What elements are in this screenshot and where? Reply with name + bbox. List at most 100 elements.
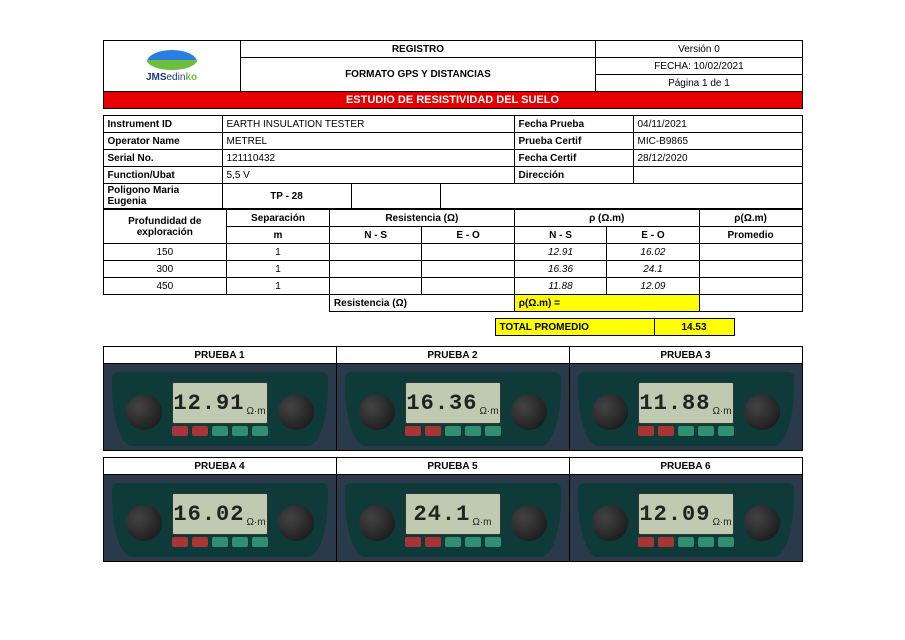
photo-grid-1: PRUEBA 1 PRUEBA 2 PRUEBA 3 12.91Ω·m 16.3… — [103, 346, 803, 451]
poligono-lbl: Poligono Maria Eugenia — [103, 184, 222, 209]
prueba-hdr: PRUEBA 1 — [103, 347, 336, 364]
instrument-photo: 24.1Ω·m — [337, 475, 569, 561]
lcd-reading: 24.1 — [414, 502, 471, 527]
foot-rho: ρ(Ω.m) = — [514, 295, 699, 312]
cell — [422, 261, 514, 278]
cell: 150 — [103, 244, 227, 261]
version-label: Versión 0 — [596, 41, 802, 58]
prueba-hdr: PRUEBA 6 — [569, 458, 802, 475]
lcd-reading: 16.02 — [173, 502, 244, 527]
header-table: JMSedinko REGISTRO Versión 0 FORMATO GPS… — [103, 40, 803, 109]
instrument-photo: 12.91Ω·m — [104, 364, 336, 450]
cell: 450 — [103, 278, 227, 295]
cell: 16.36 — [514, 261, 606, 278]
foot-res: Resistencia (Ω) — [329, 295, 514, 312]
logo: JMSedinko — [146, 50, 197, 83]
func-lbl: Function/Ubat — [103, 167, 222, 184]
summary-label: TOTAL PROMEDIO — [495, 319, 654, 336]
photo-grid-2: PRUEBA 4 PRUEBA 5 PRUEBA 6 16.02Ω·m 24.1… — [103, 457, 803, 562]
cell — [329, 261, 421, 278]
fecha-label: FECHA: 10/02/2021 — [596, 58, 802, 75]
unit: Ω·m — [479, 406, 498, 417]
info-table: Instrument ID EARTH INSULATION TESTER Fe… — [103, 115, 803, 209]
h-prof: Profundidad de exploración — [103, 210, 227, 244]
empty — [440, 184, 802, 209]
logo-text: JMSedinko — [146, 72, 197, 83]
cell — [329, 278, 421, 295]
direccion-val — [633, 167, 802, 184]
unit: Ω·m — [472, 517, 491, 528]
pagina-label: Página 1 de 1 — [596, 75, 802, 92]
instrument-lbl: Instrument ID — [103, 116, 222, 133]
summary-table: TOTAL PROMEDIO 14.53 — [495, 318, 735, 336]
logo-cell: JMSedinko — [103, 41, 240, 92]
summary-value: 14.53 — [654, 319, 734, 336]
cell: 1 — [227, 278, 330, 295]
cell: 300 — [103, 261, 227, 278]
lcd-reading: 11.88 — [639, 391, 710, 416]
photo-cell: 11.88Ω·m — [569, 364, 802, 451]
cell: 16.02 — [607, 244, 699, 261]
h-eo1: E - O — [422, 227, 514, 244]
prueba-certif-lbl: Prueba Certif — [514, 133, 633, 150]
fecha-prueba-val: 04/11/2021 — [633, 116, 802, 133]
cell: 24.1 — [607, 261, 699, 278]
prueba-hdr: PRUEBA 5 — [336, 458, 569, 475]
cell — [699, 261, 802, 278]
h-rho: ρ (Ω.m) — [514, 210, 699, 227]
h-res: Resistencia (Ω) — [329, 210, 514, 227]
serial-val: 121110432 — [222, 150, 514, 167]
cell — [699, 244, 802, 261]
fecha-prueba-lbl: Fecha Prueba — [514, 116, 633, 133]
photo-cell: 12.91Ω·m — [103, 364, 336, 451]
unit: Ω·m — [712, 517, 731, 528]
unit: Ω·m — [246, 406, 265, 417]
cell: 11.88 — [514, 278, 606, 295]
cell — [699, 278, 802, 295]
empty — [351, 184, 440, 209]
photo-cell: 12.09Ω·m — [569, 475, 802, 562]
prueba-hdr: PRUEBA 2 — [336, 347, 569, 364]
prueba-hdr: PRUEBA 4 — [103, 458, 336, 475]
h-m: m — [227, 227, 330, 244]
table-footer: Resistencia (Ω) ρ(Ω.m) = — [103, 295, 802, 312]
cell — [422, 278, 514, 295]
photo-cell: 16.02Ω·m — [103, 475, 336, 562]
data-table: Profundidad de exploración Separación Re… — [103, 209, 803, 312]
poligono-val: TP - 28 — [222, 184, 351, 209]
h-rhoavg: ρ(Ω.m) — [699, 210, 802, 227]
h-sep: Separación — [227, 210, 330, 227]
foot-empty — [699, 295, 802, 312]
lcd-reading: 16.36 — [406, 391, 477, 416]
cell — [329, 244, 421, 261]
table-row: 150 1 12.91 16.02 — [103, 244, 802, 261]
lcd-reading: 12.09 — [639, 502, 710, 527]
func-val: 5,5 V — [222, 167, 514, 184]
unit: Ω·m — [712, 406, 731, 417]
h-ns2: N - S — [514, 227, 606, 244]
prueba-hdr: PRUEBA 3 — [569, 347, 802, 364]
h-ns1: N - S — [329, 227, 421, 244]
operator-lbl: Operator Name — [103, 133, 222, 150]
instrument-photo: 12.09Ω·m — [570, 475, 802, 561]
registro-label: REGISTRO — [240, 41, 596, 58]
cell: 1 — [227, 244, 330, 261]
table-row: 450 1 11.88 12.09 — [103, 278, 802, 295]
fecha-certif-lbl: Fecha Certif — [514, 150, 633, 167]
cell: 12.91 — [514, 244, 606, 261]
instrument-photo: 16.36Ω·m — [337, 364, 569, 450]
instrument-val: EARTH INSULATION TESTER — [222, 116, 514, 133]
serial-lbl: Serial No. — [103, 150, 222, 167]
h-prom: Promedio — [699, 227, 802, 244]
cell: 1 — [227, 261, 330, 278]
logo-swoosh — [147, 50, 197, 70]
h-eo2: E - O — [607, 227, 699, 244]
photo-cell: 24.1Ω·m — [336, 475, 569, 562]
lcd-reading: 12.91 — [173, 391, 244, 416]
direccion-lbl: Dirección — [514, 167, 633, 184]
prueba-certif-val: MIC-B9865 — [633, 133, 802, 150]
fecha-certif-val: 28/12/2020 — [633, 150, 802, 167]
photo-cell: 16.36Ω·m — [336, 364, 569, 451]
operator-val: METREL — [222, 133, 514, 150]
instrument-photo: 16.02Ω·m — [104, 475, 336, 561]
